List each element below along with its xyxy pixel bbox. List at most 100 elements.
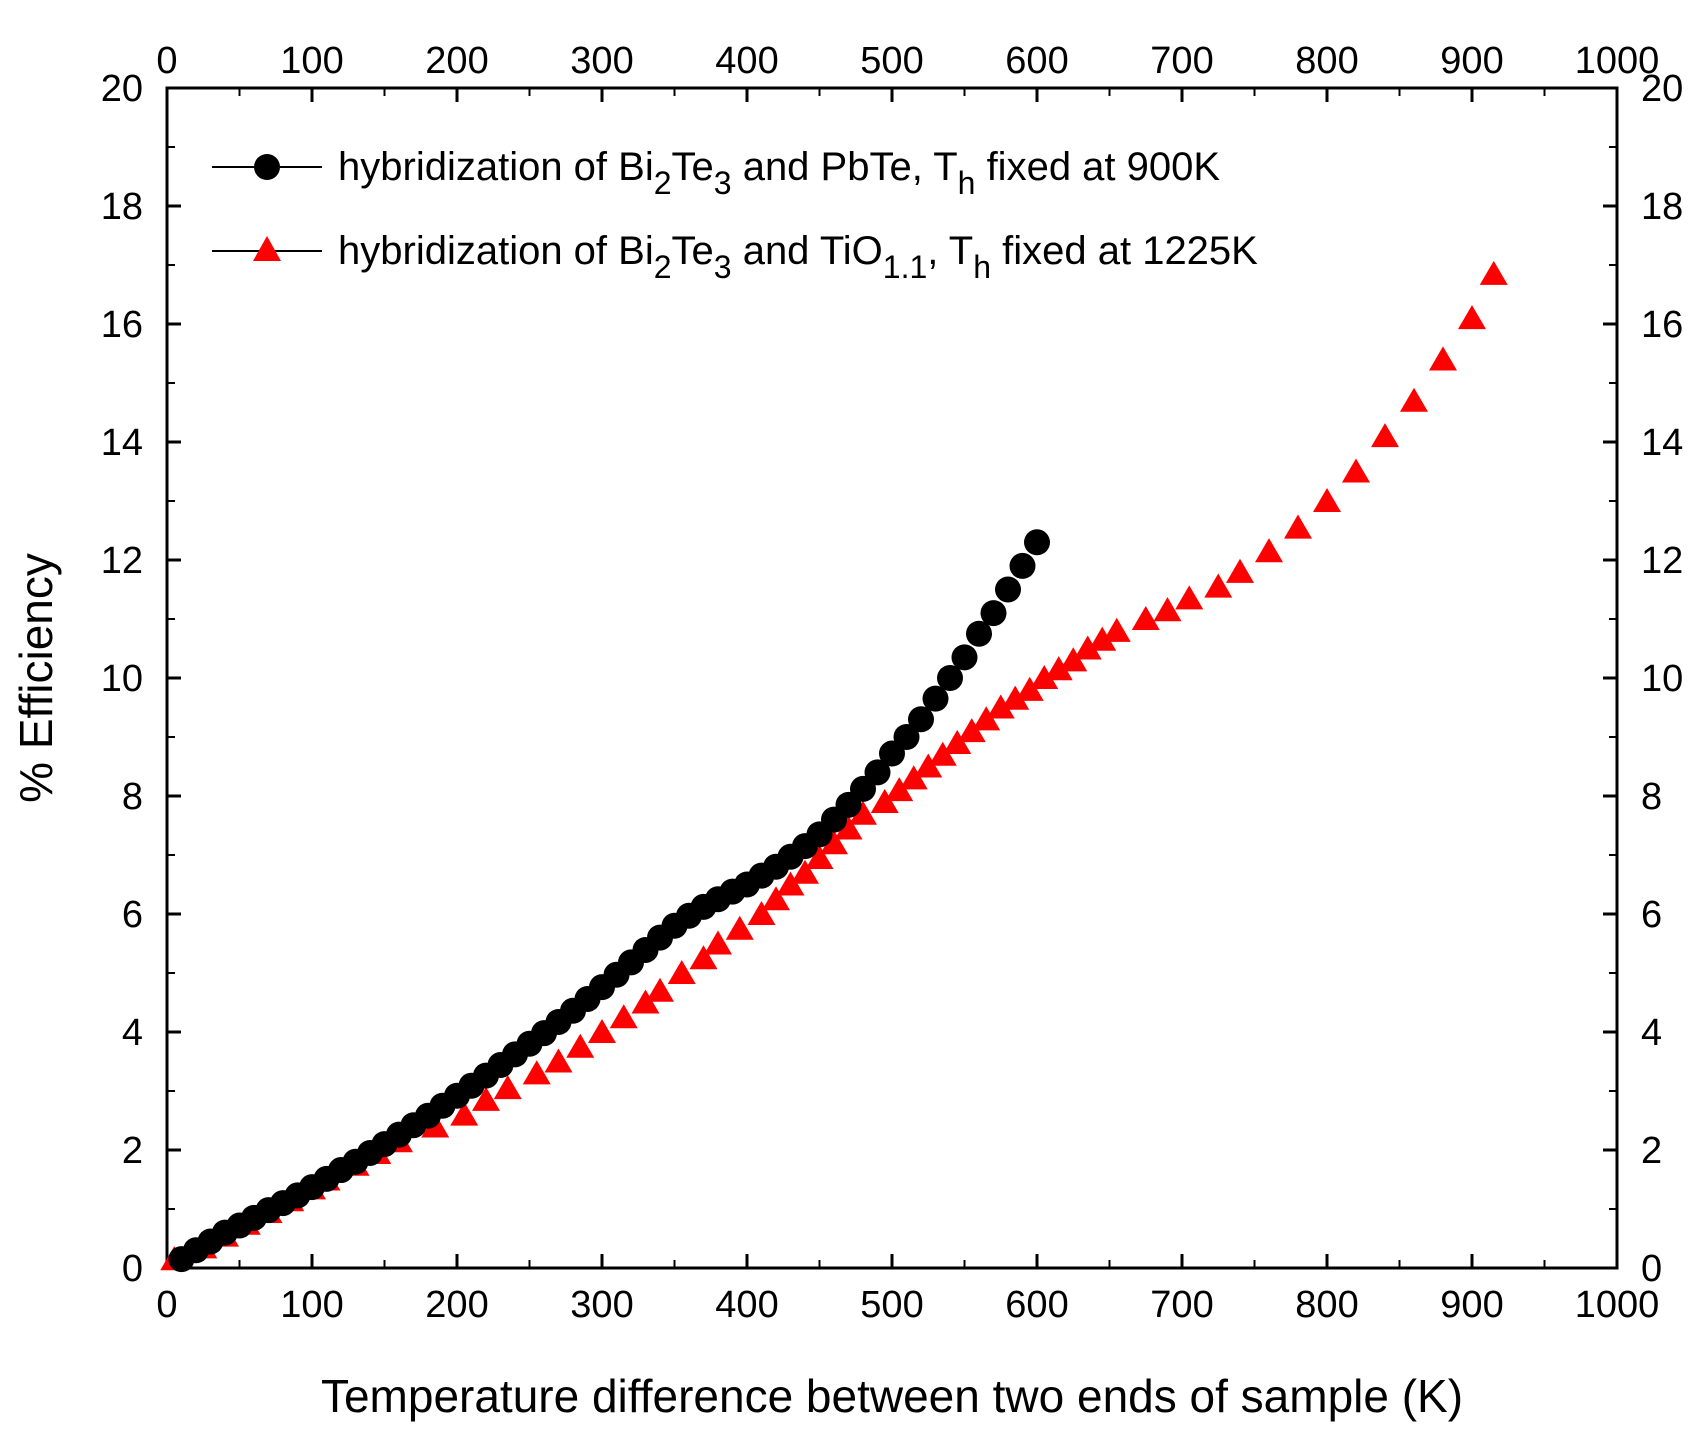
y-tick-label-right: 14 [1641, 422, 1683, 464]
x-tick-label-bottom: 500 [860, 1284, 923, 1326]
data-point-tio [747, 901, 776, 926]
x-tick-label-top: 400 [715, 40, 778, 82]
y-tick-label-left: 8 [122, 776, 143, 818]
data-point-tio [1073, 635, 1102, 660]
y-tick-label-right: 8 [1641, 776, 1662, 818]
data-point-tio [450, 1101, 479, 1126]
data-point-tio [689, 945, 718, 970]
y-tick-label-left: 18 [101, 186, 143, 228]
legend: hybridization of Bi2Te3 and PbTe, Th fix… [212, 145, 1258, 285]
series-tio [160, 260, 1508, 1271]
legend-marker-pbte [254, 154, 280, 180]
x-tick-label-top: 700 [1150, 40, 1213, 82]
data-point-tio [1458, 305, 1486, 330]
y-tick-label-left: 0 [122, 1248, 143, 1290]
data-point-tio [957, 718, 986, 743]
data-point-tio [544, 1048, 573, 1073]
data-point-tio [972, 706, 1001, 731]
data-point-tio [472, 1086, 500, 1111]
data-point-pbte [1009, 552, 1036, 579]
legend-tio-sub-2: 3 [714, 249, 732, 285]
y-tick-label-right: 12 [1641, 540, 1683, 582]
x-axis-title: Temperature difference between two ends … [321, 1370, 1463, 1422]
data-point-tio [667, 960, 696, 985]
y-tick-label-left: 4 [122, 1012, 143, 1054]
data-point-tio [805, 844, 834, 869]
legend-pbte-part-1: hybridization of Bi [338, 145, 654, 189]
legend-tio-part-1: hybridization of Bi [338, 229, 654, 273]
data-point-pbte [1024, 529, 1050, 556]
x-tick-label-top: 900 [1440, 40, 1503, 82]
legend-pbte-part-2: Te [672, 145, 714, 189]
axis-ticks [165, 86, 1619, 1270]
data-point-tio [870, 788, 899, 813]
data-point-tio [609, 1004, 638, 1029]
x-tick-label-top: 600 [1005, 40, 1068, 82]
data-point-tio [762, 886, 790, 911]
legend-label-tio: hybridization of Bi2Te3 and TiO1.1, Th f… [338, 229, 1258, 285]
data-point-tio [914, 753, 943, 778]
x-tick-label-top: 100 [280, 40, 343, 82]
data-point-tio [522, 1060, 551, 1085]
data-point-pbte [864, 759, 891, 786]
y-tick-label-left: 12 [101, 540, 143, 582]
y-tick-label-right: 4 [1641, 1012, 1662, 1054]
data-point-tio [704, 930, 732, 955]
data-point-pbte [908, 706, 934, 733]
data-series [160, 260, 1508, 1273]
axis-tick-labels: 0010010020020030030040040050050060060070… [101, 40, 1684, 1326]
data-point-tio [899, 765, 928, 790]
y-tick-label-left: 6 [122, 894, 143, 936]
data-point-tio [1479, 260, 1508, 285]
x-tick-label-top: 300 [570, 40, 633, 82]
data-point-tio [1284, 514, 1312, 539]
x-tick-label-bottom: 100 [280, 1284, 343, 1326]
data-point-tio [725, 915, 754, 940]
x-tick-label-bottom: 700 [1150, 1284, 1213, 1326]
data-point-pbte [966, 620, 992, 647]
legend-pbte-sub-1: 2 [654, 165, 672, 201]
y-tick-label-right: 0 [1641, 1248, 1662, 1290]
legend-tio-part-4: , T [927, 229, 973, 273]
data-point-tio [776, 871, 805, 896]
x-tick-label-top: 500 [860, 40, 923, 82]
data-point-tio [588, 1019, 616, 1044]
series-pbte [168, 529, 1050, 1273]
y-tick-label-left: 2 [122, 1130, 143, 1172]
data-point-pbte [980, 600, 1007, 627]
data-point-tio [943, 729, 972, 754]
legend-tio-part-5: fixed at 1225K [991, 229, 1258, 273]
y-tick-label-left: 14 [101, 422, 143, 464]
x-tick-label-bottom: 400 [715, 1284, 778, 1326]
y-tick-label-right: 2 [1641, 1130, 1662, 1172]
x-tick-label-top: 200 [425, 40, 488, 82]
data-point-tio [646, 977, 674, 1002]
data-point-tio [1102, 617, 1131, 642]
x-tick-label-top: 1000 [1575, 40, 1660, 82]
data-point-tio [631, 989, 660, 1014]
data-point-tio [1044, 656, 1073, 681]
data-point-tio [928, 741, 957, 766]
data-point-tio [1153, 597, 1182, 622]
data-point-tio [1371, 423, 1399, 448]
y-tick-label-right: 16 [1641, 304, 1683, 346]
data-point-tio [1059, 647, 1088, 672]
legend-tio-sub-3: 1.1 [883, 249, 927, 285]
legend-entry-tio: hybridization of Bi2Te3 and TiO1.1, Th f… [212, 229, 1258, 285]
legend-entry-pbte: hybridization of Bi2Te3 and PbTe, Th fix… [212, 145, 1220, 201]
data-point-tio [1015, 676, 1044, 701]
y-tick-label-left: 16 [101, 304, 143, 346]
data-point-tio [1175, 585, 1204, 610]
data-point-tio [1342, 458, 1370, 483]
y-tick-label-left: 20 [101, 68, 143, 110]
y-tick-label-right: 18 [1641, 186, 1683, 228]
data-point-tio [1204, 573, 1233, 598]
y-axis-title: % Efficiency [10, 553, 62, 803]
x-tick-label-bottom: 300 [570, 1284, 633, 1326]
data-point-tio [1088, 626, 1117, 651]
legend-pbte-part-4: fixed at 900K [975, 145, 1220, 189]
legend-label-pbte: hybridization of Bi2Te3 and PbTe, Th fix… [338, 145, 1220, 201]
legend-marker-tio [253, 236, 281, 261]
data-point-tio [885, 777, 914, 802]
